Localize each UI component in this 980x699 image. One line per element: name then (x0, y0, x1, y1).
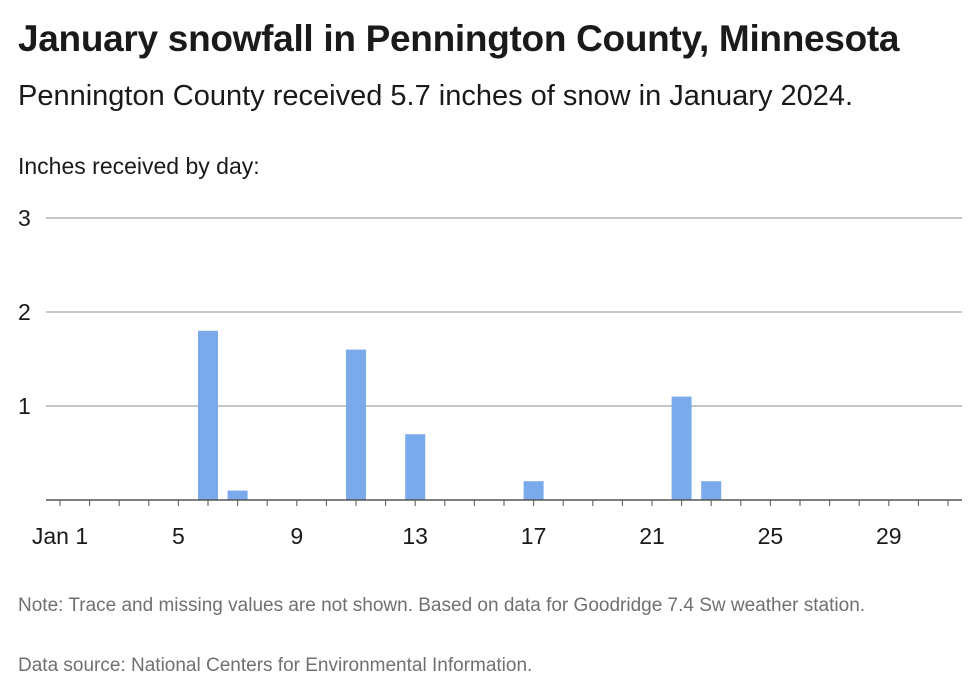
y-tick-label: 3 (18, 205, 31, 231)
chart-note: Note: Trace and missing values are not s… (18, 595, 866, 616)
x-tick-label: Jan 1 (32, 523, 88, 549)
bar-day-7 (227, 490, 248, 500)
bar-day-11 (346, 349, 366, 500)
chart-title: January snowfall in Pennington County, M… (18, 18, 900, 59)
x-tick-labels: Jan 1 5 9 13 17 21 25 29 (32, 523, 902, 549)
data-source: Data source: National Centers for Enviro… (18, 655, 533, 676)
y-axis-label: Inches received by day: (18, 153, 260, 179)
chart-subtitle: Pennington County received 5.7 inches of… (18, 80, 854, 112)
y-tick-label: 2 (18, 299, 31, 325)
gridlines (46, 217, 962, 407)
bar-day-13 (405, 434, 426, 500)
bar-day-6 (198, 330, 218, 500)
bar-day-23 (701, 481, 722, 500)
x-tick-label: 25 (758, 523, 784, 549)
x-axis (46, 499, 962, 506)
x-tick-label: 5 (172, 523, 185, 549)
bar-day-17 (523, 481, 544, 500)
x-tick-label: 29 (876, 523, 902, 549)
bars (198, 330, 722, 500)
snowfall-bar-chart: 1 2 3 Jan 1 5 9 13 17 21 25 29 (18, 205, 962, 549)
x-tick-label: 9 (290, 523, 303, 549)
x-tick-label: 17 (521, 523, 547, 549)
y-tick-labels: 1 2 3 (18, 205, 31, 419)
y-tick-label: 1 (18, 393, 31, 419)
bar-day-22 (671, 396, 692, 500)
x-tick-label: 13 (402, 523, 428, 549)
x-tick-label: 21 (639, 523, 665, 549)
